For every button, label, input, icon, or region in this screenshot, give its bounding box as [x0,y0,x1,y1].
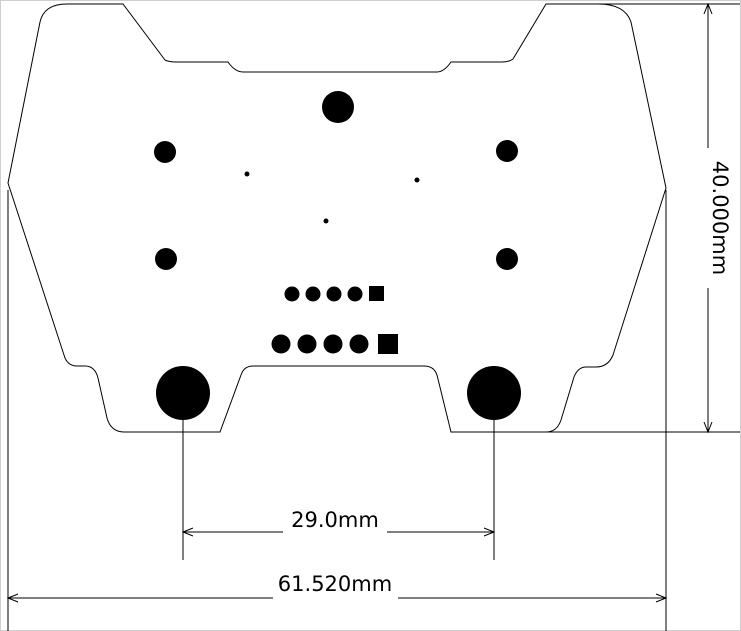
pin-pad [326,286,342,302]
mount-hole-bottom-right [496,248,518,270]
pin-pad [284,286,300,302]
height-label: 40.000mm [708,161,732,275]
large-hole-right [467,366,521,420]
pin-pad [305,286,321,302]
pin-header-upper [284,286,384,302]
pin-pad-square [378,334,398,354]
pin-pad [323,334,343,354]
width-dimension: 61.520mm [6,190,668,631]
small-dot-right [414,177,420,183]
hole-spacing-label: 29.0mm [291,508,379,532]
pin-pad-square [369,286,384,301]
small-dot-left [244,171,250,177]
pin-pad [271,334,291,354]
width-label: 61.520mm [278,572,392,596]
small-dot-center [323,218,329,224]
mount-hole-top-left [154,141,176,163]
board-outline [7,3,667,433]
height-dimension: 40.000mm [540,2,740,434]
top-center-hole [322,91,354,123]
large-hole-left [156,366,210,420]
pin-pad [347,286,363,302]
pin-pad [297,334,317,354]
pin-header-lower [271,334,398,354]
pin-pad [349,334,369,354]
mount-hole-top-right [496,140,518,162]
hole-spacing-dimension: 29.0mm [181,400,496,560]
mount-hole-bottom-left [155,248,177,270]
